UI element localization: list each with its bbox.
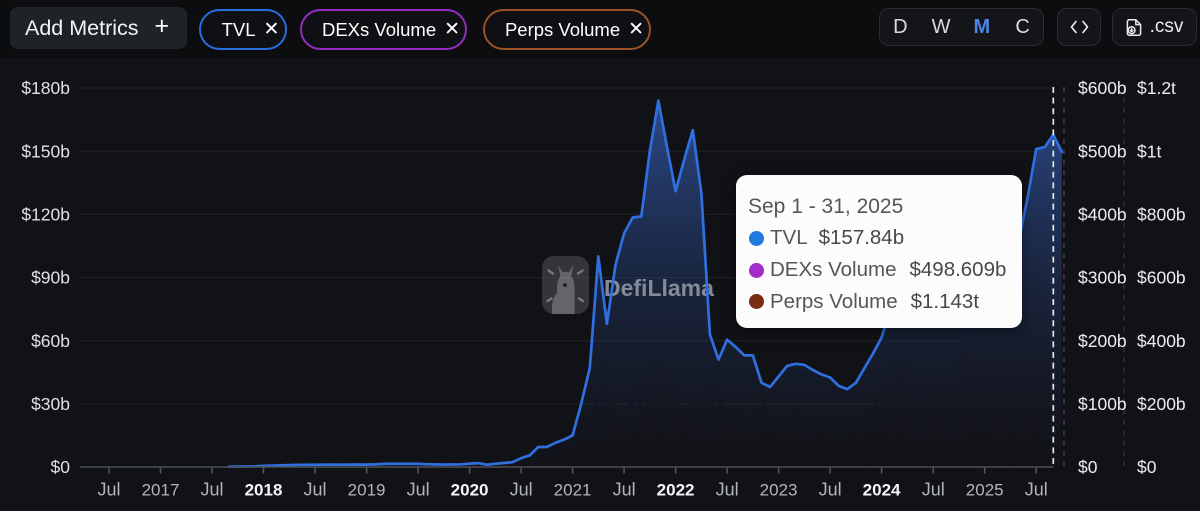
svg-text:$800b: $800b: [1137, 205, 1186, 225]
svg-text:$1t: $1t: [1137, 141, 1161, 161]
svg-text:$400b: $400b: [1078, 205, 1127, 225]
svg-text:2025: 2025: [966, 481, 1004, 500]
svg-text:2019: 2019: [348, 481, 386, 500]
svg-text:Jul: Jul: [819, 480, 842, 500]
svg-text:$0: $0: [1078, 457, 1098, 477]
svg-text:$180b: $180b: [21, 78, 70, 98]
svg-text:2020: 2020: [451, 481, 489, 500]
svg-text:$500b: $500b: [1078, 141, 1127, 161]
svg-text:Jul: Jul: [407, 480, 430, 500]
svg-text:$120b: $120b: [21, 205, 70, 225]
svg-text:$0: $0: [51, 457, 71, 477]
svg-text:$1.2t: $1.2t: [1137, 78, 1176, 98]
svg-text:$600b: $600b: [1137, 268, 1186, 288]
svg-text:Jul: Jul: [303, 480, 326, 500]
svg-text:Jul: Jul: [716, 480, 739, 500]
svg-text:$300b: $300b: [1078, 268, 1127, 288]
svg-text:Jul: Jul: [922, 480, 945, 500]
svg-text:$600b: $600b: [1078, 78, 1127, 98]
svg-text:Jul: Jul: [1025, 480, 1048, 500]
svg-text:$400b: $400b: [1137, 331, 1186, 351]
svg-text:Jul: Jul: [613, 480, 636, 500]
svg-text:$200b: $200b: [1078, 331, 1127, 351]
svg-text:$200b: $200b: [1137, 394, 1186, 414]
svg-text:$150b: $150b: [21, 141, 70, 161]
svg-text:2017: 2017: [142, 481, 180, 500]
svg-text:Jul: Jul: [97, 480, 120, 500]
svg-text:2024: 2024: [863, 481, 901, 500]
svg-text:2018: 2018: [245, 481, 283, 500]
svg-text:2021: 2021: [554, 481, 592, 500]
svg-text:$60b: $60b: [31, 331, 70, 351]
svg-text:$0: $0: [1137, 457, 1157, 477]
svg-text:$90b: $90b: [31, 268, 70, 288]
svg-text:2023: 2023: [760, 481, 798, 500]
svg-text:2022: 2022: [657, 481, 695, 500]
svg-text:$100b: $100b: [1078, 394, 1127, 414]
svg-text:$30b: $30b: [31, 394, 70, 414]
svg-text:Jul: Jul: [510, 480, 533, 500]
svg-text:DefiLlama: DefiLlama: [604, 275, 714, 301]
svg-text:Jul: Jul: [200, 480, 223, 500]
